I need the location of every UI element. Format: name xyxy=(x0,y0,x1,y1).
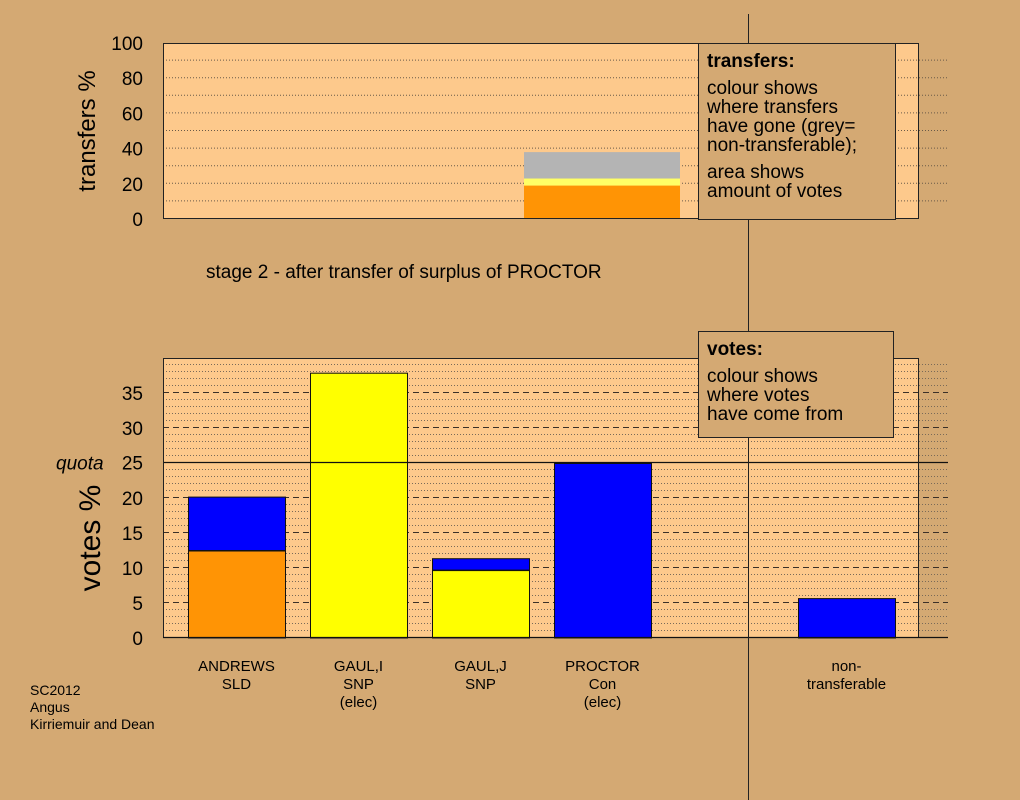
transfers-legend-title: transfers: xyxy=(707,51,795,72)
votes-bar-segment xyxy=(554,463,652,639)
votes-category-label: non- xyxy=(831,658,861,675)
transfers-legend-line: non-transferable); xyxy=(707,135,857,156)
votes-bar-segment xyxy=(310,372,408,639)
votes-legend-line: have come from xyxy=(707,404,844,425)
footer-line: SC2012 xyxy=(30,682,81,698)
transfers-bar-segment xyxy=(524,178,680,186)
votes-bar-segment xyxy=(798,598,896,639)
votes-y-tick-label: 15 xyxy=(122,524,143,545)
transfers-y-tick-label: 20 xyxy=(122,175,143,196)
transfers-legend-box: transfers: colour shows where transfers … xyxy=(698,43,896,220)
votes-category-label: (elec) xyxy=(584,694,622,711)
votes-legend-line: where votes xyxy=(707,385,810,406)
quota-label: quota xyxy=(56,454,104,475)
votes-legend-box: votes: colour shows where votes have com… xyxy=(698,331,894,438)
votes-legend-title: votes: xyxy=(707,339,763,360)
votes-bar-segment xyxy=(432,570,530,639)
footer-caption: SC2012 Angus Kirriemuir and Dean xyxy=(30,682,155,733)
votes-y-tick-label: 5 xyxy=(132,594,143,615)
votes-y-tick-label: 35 xyxy=(122,384,143,405)
footer-line: Kirriemuir and Dean xyxy=(30,716,155,732)
votes-category-label: GAUL,I xyxy=(334,658,383,675)
votes-bar-segment xyxy=(188,496,286,552)
votes-category-label: GAUL,J xyxy=(454,658,507,675)
transfers-legend-line: area shows xyxy=(707,162,805,183)
votes-y-tick-label: 0 xyxy=(132,629,143,650)
transfers-y-tick-label: 80 xyxy=(122,69,143,90)
transfers-legend-line: amount of votes xyxy=(707,181,843,202)
transfers-y-tick-label: 100 xyxy=(111,34,143,55)
votes-category-label: ANDREWS xyxy=(198,658,275,675)
votes-category-label: SNP xyxy=(343,676,374,693)
votes-category-label: SLD xyxy=(222,676,251,693)
stage-title: stage 2 - after transfer of surplus of P… xyxy=(206,262,602,283)
votes-category-label: PROCTOR xyxy=(565,658,640,675)
transfers-legend-line: have gone (grey= xyxy=(707,116,856,137)
transfers-plot-frame xyxy=(163,43,919,219)
footer-line: Angus xyxy=(30,699,70,715)
transfers-y-tick-label: 0 xyxy=(132,210,143,231)
transfers-y-axis-label: transfers % xyxy=(74,70,101,191)
votes-y-axis-label: votes % xyxy=(74,485,107,592)
transfers-legend-line: where transfers xyxy=(707,97,838,118)
votes-category-label: transferable xyxy=(807,676,886,693)
votes-category-label: (elec) xyxy=(340,694,378,711)
votes-category-label: Con xyxy=(589,676,617,693)
transfers-bar-segment xyxy=(524,152,680,179)
votes-category-label: SNP xyxy=(465,676,496,693)
transfers-bar-segment xyxy=(524,185,680,219)
transfers-y-tick-label: 60 xyxy=(122,104,143,125)
transfers-y-tick-label: 40 xyxy=(122,140,143,161)
votes-legend-line: colour shows xyxy=(707,366,818,387)
votes-y-tick-label: 20 xyxy=(122,489,143,510)
quota-tick-label: 25 xyxy=(122,454,143,475)
votes-y-tick-label: 10 xyxy=(122,559,143,580)
votes-bar-segment xyxy=(432,558,530,571)
transfers-legend-line: colour shows xyxy=(707,78,818,99)
votes-bar-segment xyxy=(188,550,286,639)
votes-y-tick-label: 30 xyxy=(122,419,143,440)
